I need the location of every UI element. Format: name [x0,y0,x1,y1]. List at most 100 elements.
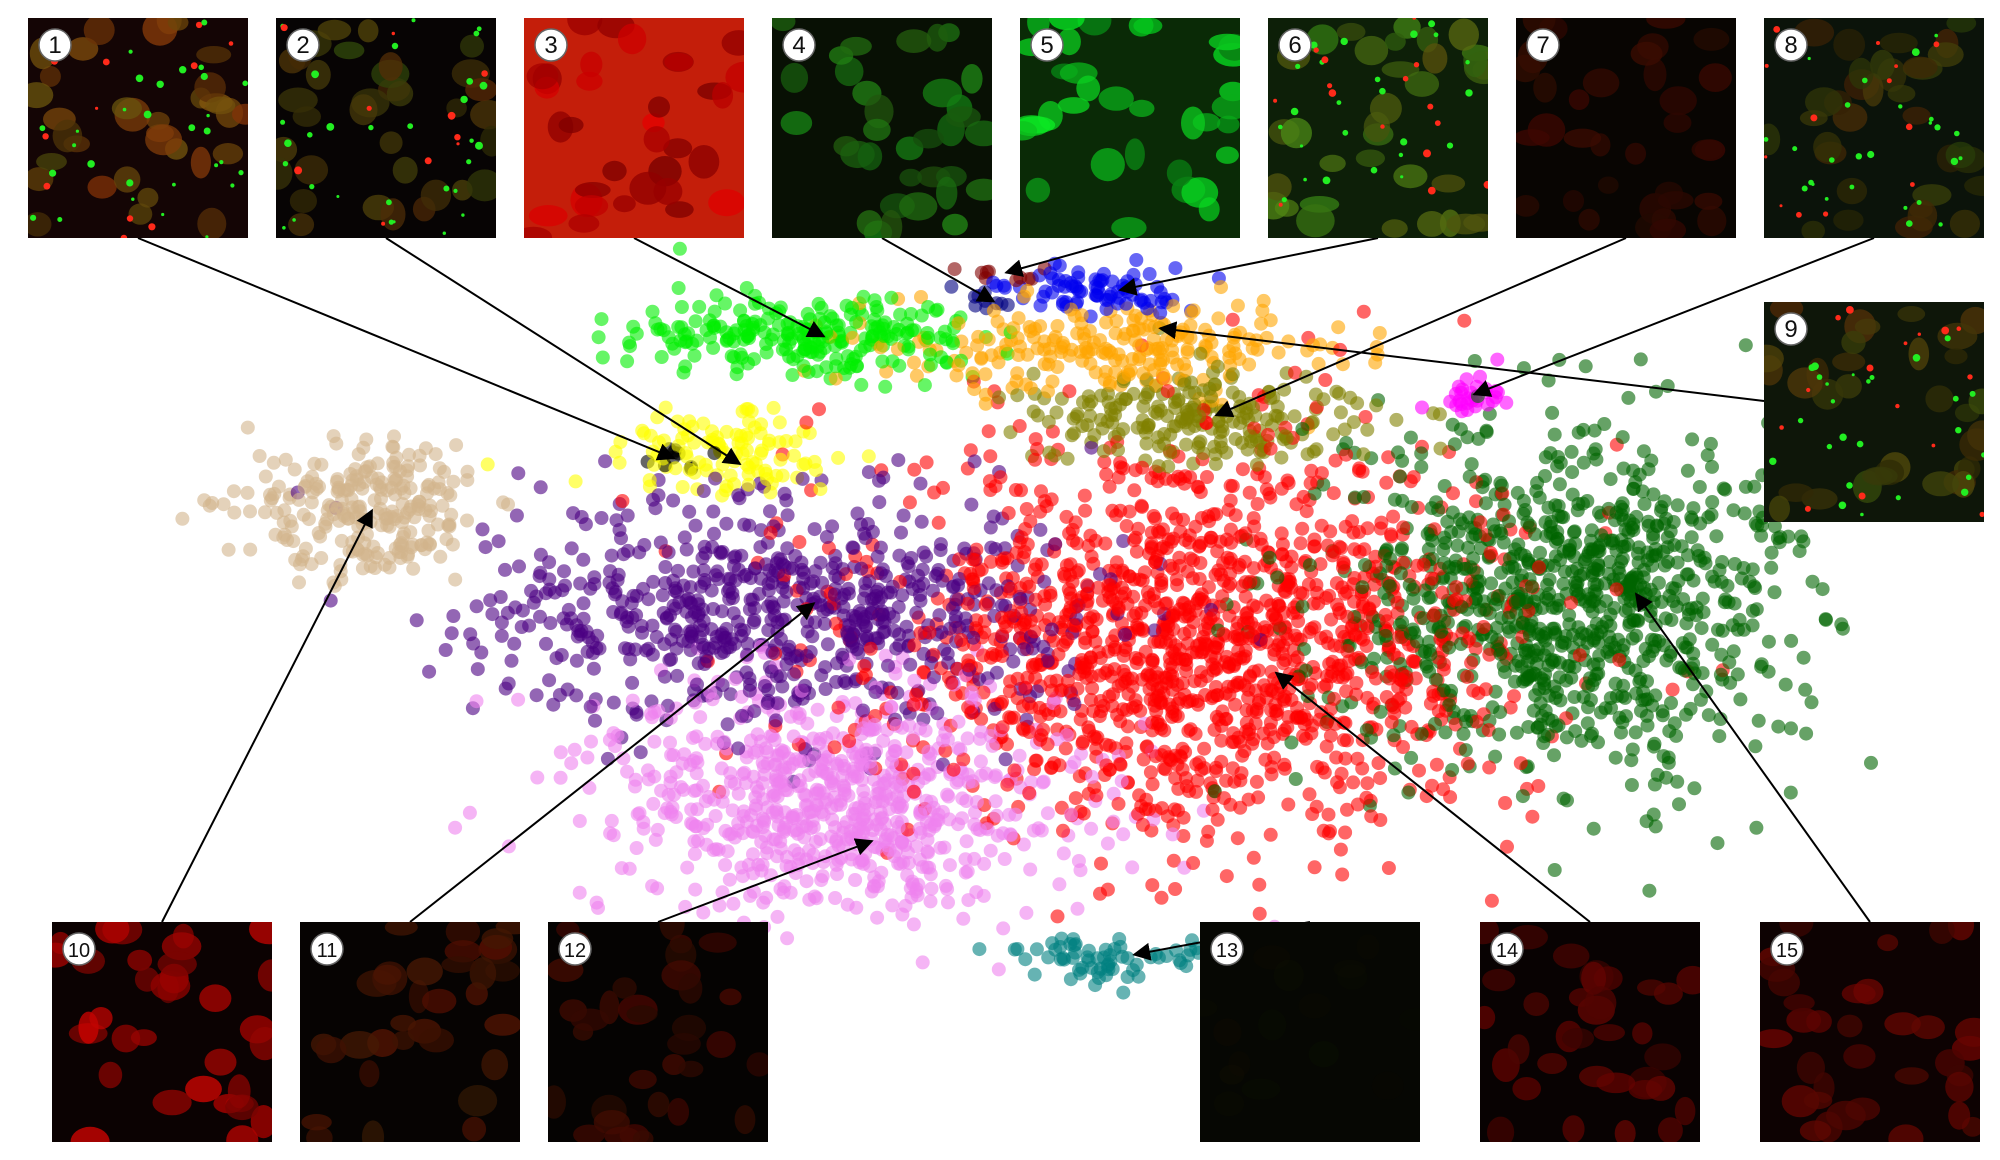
scatter-point-cluster-11 [817,616,832,631]
scatter-point-cluster-14 [1338,519,1353,534]
scatter-point-cluster-11 [733,622,748,637]
scatter-point-cluster-9 [1259,330,1274,345]
scatter-point-cluster-12 [663,735,677,750]
scatter-point-cluster-14 [1154,890,1169,905]
scatter-point-cluster-2 [773,452,788,467]
scatter-point-cluster-15 [1537,648,1552,663]
scatter-point-cluster-11 [564,541,579,556]
scatter-point-cluster-3 [688,314,703,329]
scatter-point-cluster-12 [890,789,904,804]
scatter-point-cluster-12 [895,907,910,922]
scatter-point-cluster-14 [1018,522,1033,536]
scatter-point-cluster-15 [1575,626,1590,641]
scatter-point-cluster-15 [1672,660,1687,675]
scatter-point-cluster-12 [868,795,883,810]
scatter-point-cluster-7 [1083,408,1098,423]
scatter-point-cluster-14 [1246,534,1261,549]
scatter-point-cluster-15 [1716,481,1731,496]
scatter-point-cluster-14 [1307,860,1322,875]
scatter-point-cluster-7 [1116,422,1131,437]
scatter-point-cluster-15 [1576,455,1591,470]
scatter-point-cluster-11 [653,535,668,550]
scatter-point-cluster-6 [1099,302,1114,316]
scatter-point-cluster-9 [1214,280,1228,295]
scatter-point-cluster-14 [1462,631,1477,646]
scatter-point-cluster-11 [684,630,699,645]
scatter-point-cluster-9 [1335,357,1350,372]
scatter-point-cluster-12 [770,909,785,924]
scatter-point-cluster-12 [885,748,900,763]
scatter-point-cluster-12 [890,800,905,815]
scatter-point-cluster-11 [743,677,757,692]
scatter-point-cluster-15 [1672,797,1686,812]
scatter-point-cluster-15 [1373,704,1388,719]
scatter-point-cluster-12 [958,865,973,880]
scatter-point-cluster-11 [745,592,760,607]
scatter-point-cluster-14 [1265,608,1280,623]
scatter-point-cluster-15 [1624,753,1639,768]
scatter-point-cluster-12 [722,872,737,887]
scatter-point-cluster-14 [1264,760,1279,775]
scatter-point-cluster-15 [1547,863,1562,877]
scatter-point-cluster-3 [796,359,811,374]
scatter-point-cluster-15 [1771,719,1786,734]
scatter-point-cluster-11 [586,661,601,676]
scatter-point-cluster-11 [966,630,981,645]
scatter-point-cluster-13 [1067,938,1082,953]
scatter-point-cluster-11 [667,622,682,637]
scatter-point-cluster-14 [1304,463,1319,478]
scatter-point-cluster-11 [539,636,553,651]
scatter-point-cluster-12 [650,881,665,896]
scatter-point-cluster-15 [1470,566,1485,581]
scatter-point-cluster-14 [1271,618,1286,633]
scatter-point-cluster-15 [1355,580,1370,595]
scatter-point-cluster-9 [1136,322,1151,337]
scatter-point-cluster-15 [1670,498,1685,513]
scatter-point-cluster-15 [1511,537,1526,552]
scatter-point-cluster-9 [1186,303,1201,318]
scatter-point-cluster-8 [1452,393,1467,408]
scatter-point-cluster-3 [785,368,800,382]
scatter-point-cluster-11 [632,545,647,560]
scatter-point-cluster-14 [1323,728,1338,743]
scatter-point-cluster-13 [1063,972,1078,987]
scatter-point-cluster-15 [1567,660,1582,675]
scatter-point-cluster-14 [1132,788,1147,803]
scatter-point-cluster-3 [674,300,689,314]
scatter-point-cluster-12 [648,832,663,847]
scatter-point-cluster-3 [845,300,859,315]
scatter-point-cluster-7 [1432,407,1447,422]
scatter-point-cluster-11 [645,618,660,633]
scatter-point-cluster-15 [1383,551,1398,566]
scatter-point-cluster-15 [1654,503,1668,518]
scatter-point-cluster-9 [1116,331,1131,346]
scatter-point-cluster-14 [1225,761,1240,776]
scatter-point-cluster-11 [683,643,698,658]
scatter-point-cluster-14 [1340,644,1355,658]
scatter-point-cluster-10 [296,507,311,522]
scatter-point-cluster-14 [1250,497,1265,511]
scatter-point-cluster-14 [1129,544,1144,559]
scatter-point-cluster-3 [709,288,724,303]
scatter-point-cluster-14 [1429,757,1444,772]
scatter-point-cluster-6 [1140,301,1155,316]
scatter-point-cluster-11 [474,645,489,660]
scatter-point-cluster-11 [889,641,904,656]
scatter-point-cluster-2 [735,404,750,419]
scatter-point-cluster-12 [553,770,568,785]
scatter-point-cluster-14 [1152,525,1167,540]
scatter-point-cluster-12 [1114,774,1129,789]
scatter-point-cluster-15 [1414,446,1429,461]
scatter-point-cluster-14 [1379,475,1394,490]
scatter-point-cluster-6 [1126,267,1141,282]
scatter-point-cluster-14 [906,697,921,712]
scatter-point-cluster-14 [1111,796,1126,811]
scatter-point-cluster-12 [746,847,760,862]
scatter-point-cluster-11 [913,476,928,491]
scatter-point-cluster-12 [790,779,805,794]
scatter-point-cluster-12 [792,710,807,725]
scatter-point-cluster-12 [690,802,705,817]
scatter-point-cluster-11 [682,504,697,519]
scatter-point-cluster-15 [1496,658,1511,673]
scatter-point-cluster-14 [1302,787,1317,802]
